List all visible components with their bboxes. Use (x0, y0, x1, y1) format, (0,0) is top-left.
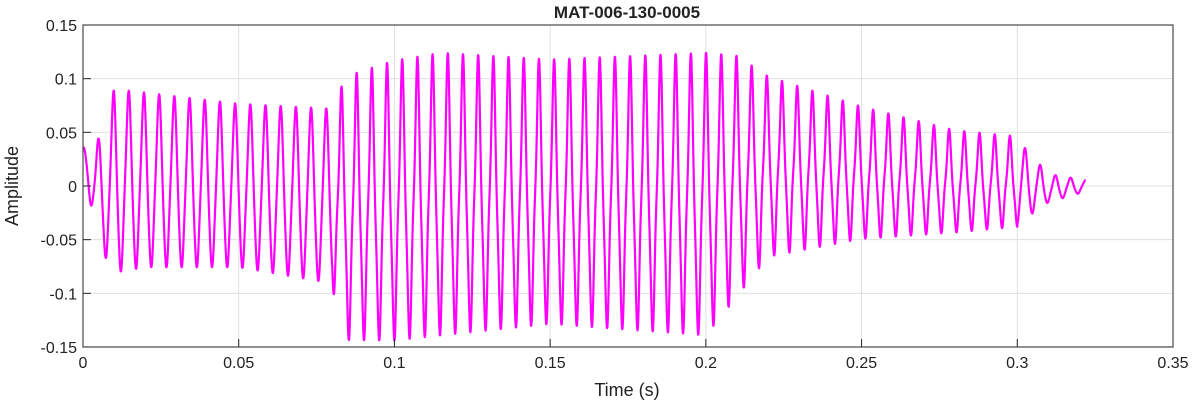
chart-title: MAT-006-130-0005 (554, 3, 700, 22)
y-axis-label: Amplitude (2, 146, 22, 226)
y-tick-label: -0.05 (41, 233, 78, 250)
ticks: 0 0.05 0.1 0.15 0.2 0.25 0.3 0.35 -0.15 -0.1 -0.05… (41, 18, 1189, 372)
y-tick-label: -0.15 (41, 340, 78, 357)
x-tick-label: 0 (79, 355, 88, 372)
x-tick-label: 0.05 (223, 355, 254, 372)
x-tick-label: 0.3 (1006, 355, 1028, 372)
signal-line (82, 51, 1087, 342)
x-axis-label: Time (s) (594, 380, 659, 400)
x-tick-label: 0.35 (1157, 355, 1188, 372)
x-tick-label: 0.25 (846, 355, 877, 372)
signal-layer (82, 51, 1087, 342)
y-tick-label: 0.05 (46, 125, 77, 142)
x-tick-label: 0.2 (695, 355, 717, 372)
x-tick-label: 0.1 (383, 355, 405, 372)
y-tick-label: -0.1 (49, 286, 77, 303)
x-tick-label: 0.15 (535, 355, 566, 372)
y-tick-label: 0.15 (46, 18, 77, 35)
y-tick-label: 0 (68, 179, 77, 196)
y-tick-label: 0.1 (55, 72, 77, 89)
